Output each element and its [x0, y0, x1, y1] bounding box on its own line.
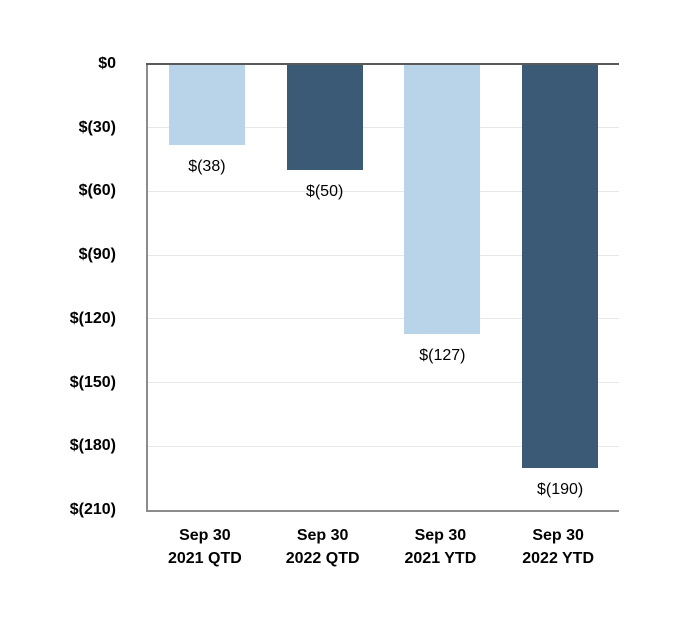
gridline — [148, 445, 619, 447]
gridline — [148, 190, 619, 192]
gridline — [148, 318, 619, 320]
bar-sep-30-2021-ytd — [404, 64, 481, 334]
y-axis-tick: $(180) — [69, 437, 116, 455]
x-axis-category-label: Sep 30 2021 QTD — [167, 527, 242, 567]
x-axis-category-label: Sep 30 2022 QTD — [285, 527, 360, 567]
bar-sep-30-2021-qtd — [168, 64, 245, 145]
zero-axis-line — [146, 63, 619, 65]
bar-value-label: $(190) — [537, 480, 584, 498]
y-axis-tick: $(30) — [78, 118, 116, 136]
bar-sep-30-2022-qtd — [286, 64, 363, 171]
gridline — [148, 127, 619, 129]
y-axis-tick: $0 — [98, 55, 116, 72]
y-axis-tick: $(150) — [69, 373, 116, 391]
bar-sep-30-2022-ytd — [522, 64, 599, 468]
y-axis-tick: $(210) — [69, 501, 116, 518]
y-axis-tick: $(60) — [78, 182, 116, 200]
gridline — [148, 382, 619, 384]
y-axis-tick: $(120) — [69, 309, 116, 327]
bar-value-label: $(127) — [419, 346, 466, 364]
gridline — [148, 254, 619, 256]
y-axis-tick: $(90) — [78, 246, 116, 264]
x-axis-category-label: Sep 30 2021 YTD — [404, 527, 477, 567]
bar-value-label: $(50) — [305, 183, 344, 201]
bar-value-label: $(38) — [188, 157, 226, 175]
x-axis-category-label: Sep 30 2022 YTD — [522, 527, 594, 567]
plot-area: $(38) $(50) $(127) $(190) — [146, 63, 619, 512]
